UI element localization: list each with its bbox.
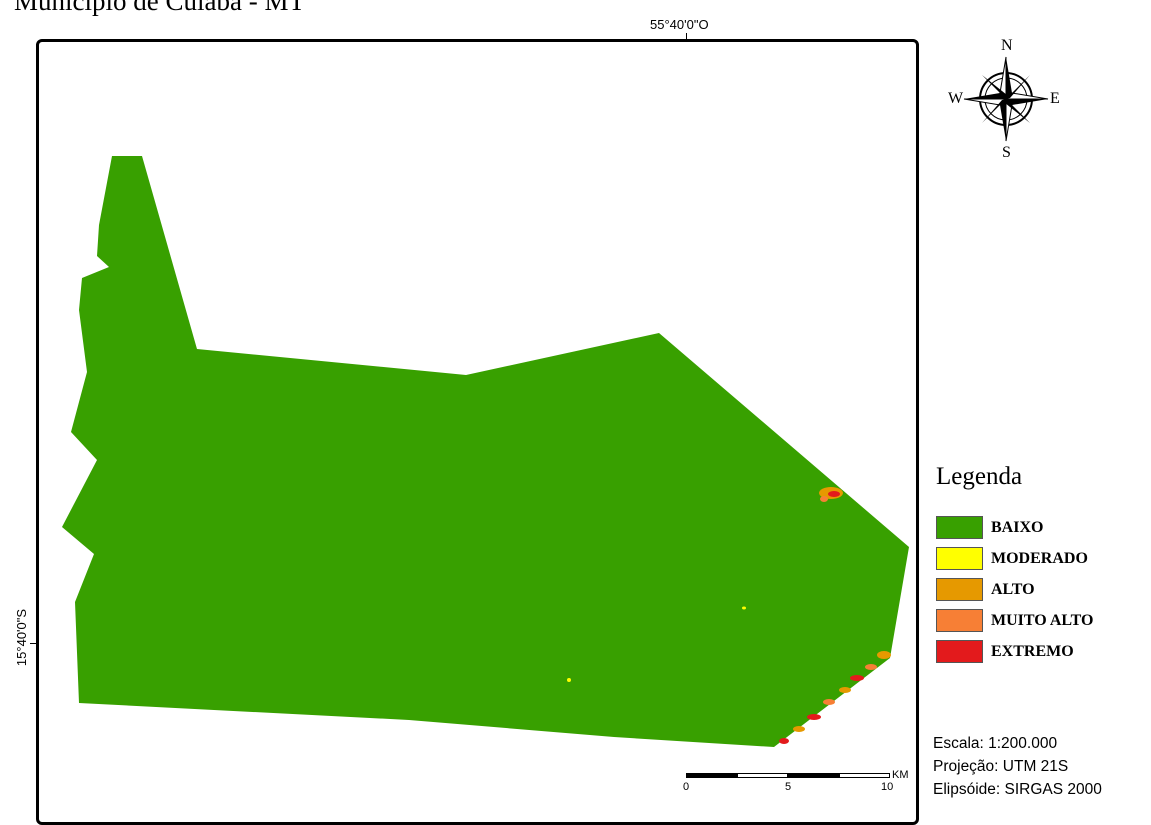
compass-rose-icon (963, 56, 1049, 142)
north-label: N (1001, 37, 1013, 54)
scale-tick-0: 0 (683, 781, 690, 793)
legend-swatch-extremo (936, 640, 983, 663)
scale-segment (839, 773, 890, 778)
legend-label-alto: ALTO (991, 580, 1035, 598)
scale-tick-5: 5 (785, 781, 792, 793)
scale-text: Escala: 1:200.000 (933, 735, 1058, 752)
scale-unit: KM (892, 769, 909, 781)
page-title: Município de Cuiabá - MT (14, 0, 305, 16)
map-frame[interactable] (36, 39, 919, 825)
legend-item-alto: ALTO (936, 574, 1093, 605)
map-canvas[interactable] (39, 42, 916, 822)
municipality-area (62, 156, 909, 747)
north-arrow: N S E W (944, 37, 1062, 164)
legend-item-extremo: EXTREMO (936, 636, 1093, 667)
west-label: W (948, 90, 964, 107)
scale-segment (737, 773, 788, 778)
legend-item-muito-alto: MUITO ALTO (936, 605, 1093, 636)
latitude-label: 15°40'0"S (14, 608, 30, 667)
ellipsoid-text: Elipsóide: SIRGAS 2000 (933, 781, 1102, 798)
scale-tick-10: 10 (881, 781, 894, 793)
projection-text: Projeção: UTM 21S (933, 758, 1069, 775)
scale-segment (788, 773, 839, 778)
south-label: S (1002, 144, 1011, 161)
legend-swatch-muito-alto (936, 609, 983, 632)
legend-item-baixo: BAIXO (936, 512, 1093, 543)
scale-segment (686, 773, 737, 778)
map-info: Escala: 1:200.000 Projeção: UTM 21S Elip… (933, 732, 1102, 801)
legend-title: Legenda (936, 463, 1023, 490)
latitude-tick (30, 643, 38, 644)
legend-swatch-baixo (936, 516, 983, 539)
longitude-label: 55°40'0"O (650, 17, 709, 32)
east-label: E (1050, 90, 1060, 107)
legend-label-extremo: EXTREMO (991, 642, 1074, 660)
legend-item-moderado: MODERADO (936, 543, 1093, 574)
longitude-tick (686, 33, 687, 41)
legend-swatch-alto (936, 578, 983, 601)
legend-swatch-moderado (936, 547, 983, 570)
legend-label-muito-alto: MUITO ALTO (991, 611, 1094, 629)
legend: BAIXO MODERADO ALTO MUITO ALTO EXTREMO (936, 512, 1093, 667)
legend-label-baixo: BAIXO (991, 518, 1044, 536)
legend-label-moderado: MODERADO (991, 549, 1088, 567)
risk-hotspots (567, 487, 891, 744)
